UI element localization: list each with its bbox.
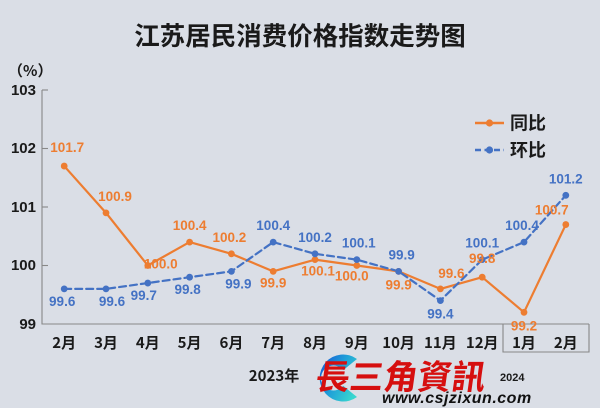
- svg-text:100.0: 100.0: [335, 269, 369, 284]
- svg-text:100.7: 100.7: [535, 203, 569, 218]
- svg-text:99.8: 99.8: [469, 251, 496, 266]
- svg-text:100.1: 100.1: [301, 264, 335, 279]
- svg-text:2024: 2024: [500, 372, 525, 384]
- svg-text:100.4: 100.4: [173, 218, 207, 233]
- svg-text:2023年: 2023年: [249, 365, 299, 386]
- svg-text:99.2: 99.2: [511, 318, 537, 333]
- svg-text:103: 103: [11, 82, 36, 99]
- svg-text:2月: 2月: [554, 332, 578, 353]
- svg-text:99.9: 99.9: [385, 277, 411, 292]
- svg-text:99.4: 99.4: [427, 307, 454, 322]
- svg-text:100.4: 100.4: [505, 218, 539, 233]
- svg-text:102: 102: [11, 140, 36, 157]
- svg-text:1月: 1月: [512, 332, 536, 353]
- svg-text:100.2: 100.2: [213, 230, 247, 245]
- svg-text:100.1: 100.1: [465, 236, 499, 251]
- svg-text:www.csjzixun.com: www.csjzixun.com: [382, 390, 532, 407]
- svg-text:99.9: 99.9: [225, 276, 251, 291]
- svg-text:江苏居民消费价格指数走势图: 江苏居民消费价格指数走势图: [134, 16, 466, 53]
- svg-text:99.6: 99.6: [438, 266, 465, 281]
- svg-text:99.7: 99.7: [131, 288, 157, 303]
- svg-text:101.2: 101.2: [549, 171, 583, 186]
- svg-text:4月: 4月: [136, 332, 160, 353]
- svg-text:（%）: （%）: [8, 60, 52, 81]
- svg-text:100.0: 100.0: [144, 257, 178, 272]
- svg-text:6月: 6月: [219, 332, 243, 353]
- svg-text:2月: 2月: [52, 332, 76, 353]
- svg-text:100.2: 100.2: [298, 230, 332, 245]
- svg-text:101: 101: [11, 199, 36, 216]
- svg-text:99.8: 99.8: [174, 282, 201, 297]
- svg-text:100.9: 100.9: [98, 189, 132, 204]
- svg-text:101.7: 101.7: [50, 140, 84, 155]
- svg-text:99.9: 99.9: [260, 275, 286, 290]
- svg-text:99: 99: [19, 316, 36, 333]
- svg-text:100: 100: [11, 257, 36, 274]
- svg-text:3月: 3月: [94, 332, 118, 353]
- svg-text:同比: 同比: [510, 110, 546, 136]
- svg-text:5月: 5月: [178, 332, 202, 353]
- svg-text:99.6: 99.6: [99, 294, 126, 309]
- svg-text:7月: 7月: [261, 332, 285, 353]
- svg-text:99.9: 99.9: [388, 247, 414, 262]
- svg-text:99.6: 99.6: [49, 294, 76, 309]
- svg-text:环比: 环比: [510, 137, 546, 163]
- svg-text:100.1: 100.1: [342, 236, 376, 251]
- svg-text:100.4: 100.4: [256, 218, 290, 233]
